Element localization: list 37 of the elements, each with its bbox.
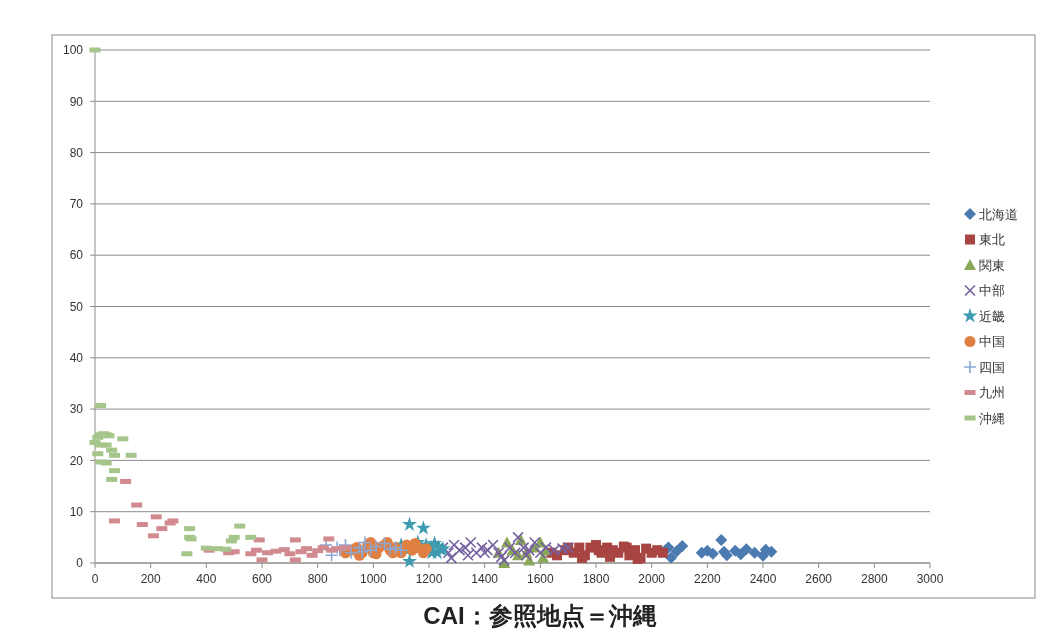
y-tick-label: 60 — [69, 248, 84, 263]
legend-label: 関東 — [979, 257, 1005, 273]
x-tick-label: 2600 — [805, 572, 833, 586]
y-tick-label: 90 — [69, 94, 84, 109]
legend-label: 北海道 — [979, 206, 1018, 222]
legend-label: 近畿 — [979, 308, 1005, 324]
x-tick-label: 800 — [307, 572, 328, 586]
x-tick-label: 3000 — [916, 572, 944, 586]
x-tick-label: 2000 — [638, 572, 666, 586]
x-tick-label: 2800 — [860, 572, 888, 586]
y-tick-label: 0 — [76, 556, 84, 571]
x-tick-label: 1400 — [471, 572, 499, 586]
x-tick-label: 200 — [140, 572, 161, 586]
x-tick-label: 1200 — [415, 572, 443, 586]
x-tick-label: 1000 — [359, 572, 387, 586]
x-tick-label: 0 — [91, 572, 99, 586]
text: CAI：参照地点＝沖縄 — [423, 602, 657, 629]
x-tick-label: 400 — [196, 572, 217, 586]
y-tick-label: 10 — [69, 504, 84, 519]
y-tick-label: 80 — [69, 145, 84, 160]
x-tick-label: 1600 — [526, 572, 554, 586]
legend-label: 沖縄 — [979, 410, 1005, 426]
legend-label: 四国 — [979, 359, 1005, 375]
y-tick-label: 30 — [69, 402, 84, 417]
legend-label: 中国 — [979, 334, 1005, 350]
legend-label: 九州 — [979, 385, 1005, 401]
y-tick-label: 100 — [62, 43, 84, 58]
x-tick-label: 2200 — [693, 572, 721, 586]
x-tick-label: 600 — [251, 572, 273, 586]
y-tick-label: 20 — [69, 453, 84, 468]
y-tick-label: 40 — [69, 351, 84, 365]
legend-label: 中部 — [979, 283, 1005, 299]
y-tick-label: 50 — [69, 299, 84, 314]
legend-label: 東北 — [979, 232, 1005, 248]
x-tick-label: 2400 — [749, 572, 777, 586]
y-tick-label: 70 — [69, 197, 84, 212]
x-tick-label: 1800 — [582, 572, 610, 586]
